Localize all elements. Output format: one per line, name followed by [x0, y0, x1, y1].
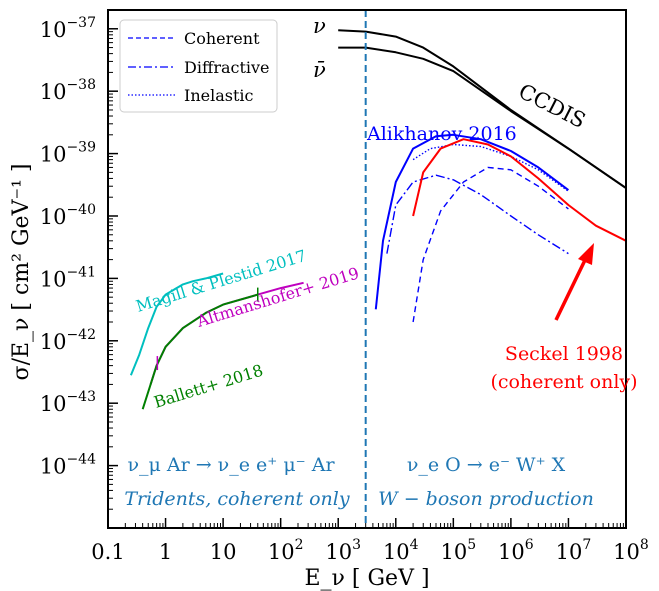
wboson-process-label: ν_e O → e⁻ W⁺ X	[407, 454, 566, 476]
y-tick-label: 10−38	[40, 77, 96, 104]
alikhanov-2016-inelastic-curve	[412, 143, 569, 192]
alikhanov-2016-coherent-curve	[412, 166, 569, 323]
y-tick-label: 10−40	[40, 202, 96, 229]
x-tick-label: 108	[613, 537, 649, 564]
x-tick-label: 104	[383, 537, 419, 564]
x-tick-label: 107	[556, 537, 592, 564]
alikhanov-2016-total-curve	[374, 133, 570, 310]
plot-frame	[107, 9, 627, 529]
legend-coherent-label: Coherent	[184, 29, 260, 48]
y-tick-label: 10−43	[40, 389, 96, 416]
x-tick-label: 102	[268, 537, 304, 564]
x-tick-label: 10	[210, 540, 237, 564]
x-axis-ticks: 0.1 1 10 102 103 104 105 106 107 108	[91, 518, 649, 564]
nubar-label: ν̄	[313, 58, 326, 82]
alikhanov-label: Alikhanov 2016	[366, 123, 517, 145]
x-axis-label: E_ν [ GeV ]	[304, 566, 429, 591]
ccdis-label: CCDIS	[515, 79, 590, 133]
y-tick-label: 10−41	[40, 264, 96, 291]
seckel-arrow	[554, 243, 594, 321]
magill-plestid-2017-curve	[129, 272, 224, 376]
legend-inelastic-label: Inelastic	[184, 86, 254, 105]
y-axis-ticks: 10−37 10−38 10−39 10−40 10−41 10−42 10−43 10−44	[40, 9, 118, 510]
ballett-2018-curve	[141, 293, 259, 410]
y-tick-label: 10−44	[40, 452, 96, 479]
alikhanov-2016-diffractive-curve	[386, 174, 569, 255]
legend-box	[119, 19, 278, 113]
y-axis-label: σ/E_ν [ cm² GeV⁻¹ ]	[9, 164, 34, 381]
nu-label: ν	[313, 14, 326, 38]
seckel-label-line1: Seckel 1998	[505, 343, 623, 365]
x-tick-label: 1	[159, 540, 172, 564]
y-tick-label: 10−39	[40, 140, 96, 167]
x-tick-label: 103	[325, 537, 361, 564]
y-tick-label: 10−42	[40, 327, 96, 354]
x-tick-label: 0.1	[91, 540, 124, 564]
curves-layer	[129, 29, 627, 410]
ballett-label: Ballett+ 2018	[152, 361, 266, 412]
nubar-curve	[338, 46, 627, 189]
y-tick-label: 10−37	[40, 15, 96, 42]
trident-caption: Tridents, coherent only	[124, 488, 349, 510]
x-tick-label: 105	[441, 537, 477, 564]
x-tick-label: 106	[498, 537, 534, 564]
legend: Coherent Diffractive Inelastic	[119, 19, 278, 113]
seckel-1998-coherent-only-curve	[412, 138, 627, 242]
wboson-caption: W − boson production	[378, 488, 594, 510]
seckel-label-line2: (coherent only)	[490, 371, 637, 393]
trident-process-label: ν_μ Ar → ν_e e⁺ μ⁻ Ar	[127, 454, 335, 476]
legend-diffractive-label: Diffractive	[184, 58, 270, 77]
